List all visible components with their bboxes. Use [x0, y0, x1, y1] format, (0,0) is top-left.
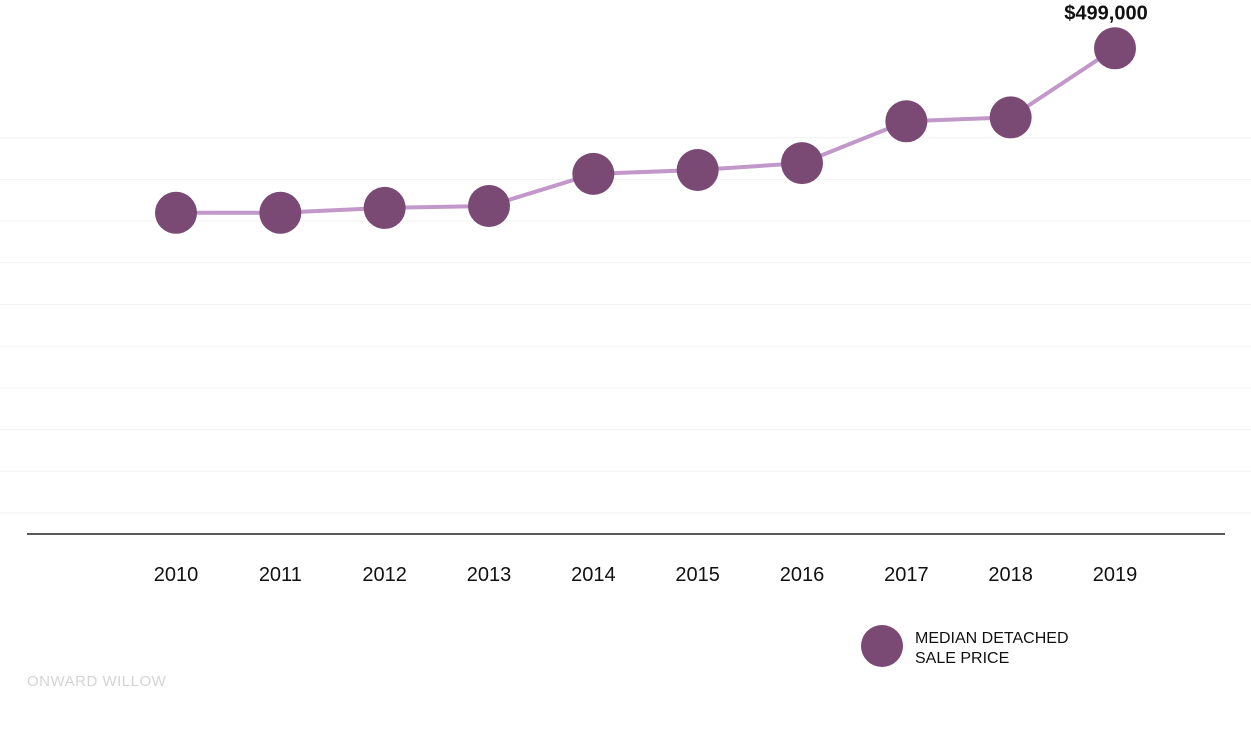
x-tick-label-2017: 2017: [884, 564, 929, 586]
x-tick-label-2014: 2014: [571, 564, 616, 586]
data-labels: $499,000: [1064, 2, 1147, 24]
legend-marker: [861, 625, 903, 667]
x-tick-label-2011: 2011: [259, 564, 302, 586]
data-point-2010: [155, 191, 197, 234]
data-point-2016: [781, 142, 823, 185]
legend-label-line-2: SALE PRICE: [915, 650, 1009, 667]
x-tick-labels: 2010 2011 2012 2013 2014 2015 2016 2017 2018 2019: [154, 564, 1138, 586]
watermark: ONWARD WILLOW: [27, 673, 167, 690]
data-markers: [155, 27, 1136, 234]
data-point-2018: [989, 96, 1032, 139]
x-tick-label-2018: 2018: [988, 564, 1033, 586]
data-label-2019: $499,000: [1064, 2, 1147, 24]
data-point-2012: [363, 186, 406, 229]
x-tick-label-2010: 2010: [154, 564, 199, 586]
data-point-2011: [259, 191, 302, 234]
series-line: [176, 46, 1117, 215]
x-tick-label-2012: 2012: [362, 564, 407, 586]
x-tick-label-2013: 2013: [467, 564, 512, 586]
data-point-2019: [1094, 27, 1136, 70]
legend-label-line-1: MEDIAN DETACHED: [915, 630, 1069, 647]
legend: MEDIAN DETACHED SALE PRICE: [861, 625, 1069, 667]
x-tick-label-2016: 2016: [780, 564, 825, 586]
gridlines: [0, 137, 1251, 514]
x-tick-label-2015: 2015: [675, 564, 720, 586]
data-point-2017: [885, 100, 928, 143]
data-point-2014: [572, 152, 615, 195]
data-point-2015: [676, 148, 719, 191]
x-tick-label-2019: 2019: [1093, 564, 1138, 586]
data-point-2013: [468, 184, 510, 227]
